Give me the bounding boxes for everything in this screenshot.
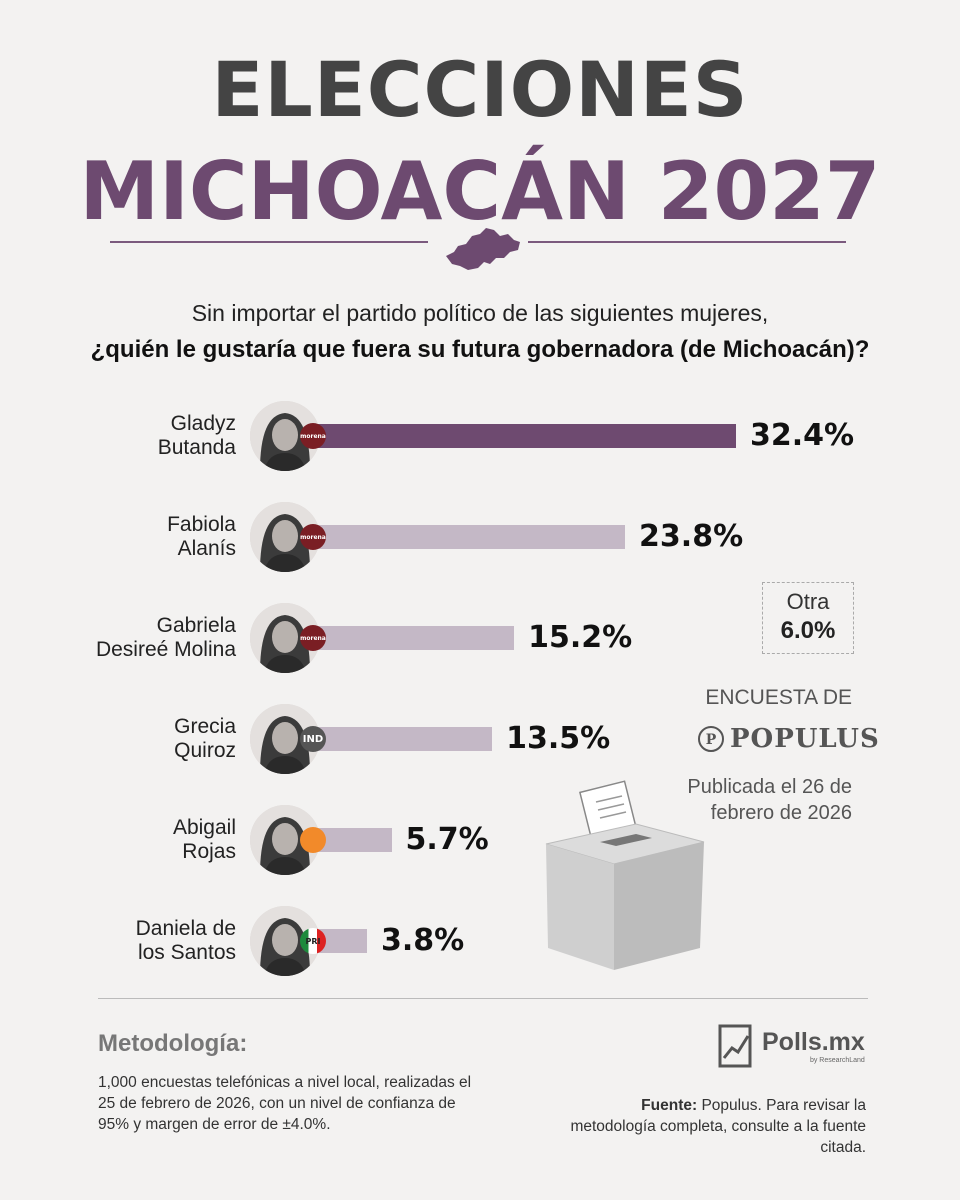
bar (318, 525, 626, 549)
title-line2: MICHOACÁN 2027 (79, 145, 881, 238)
svg-text:P: P (706, 732, 717, 748)
candidate-name-line: Desireé Molina (95, 638, 236, 661)
source-label: Fuente: (641, 1097, 698, 1114)
candidate-name-line: Abigail (172, 816, 236, 839)
value-label: 32.4% (750, 418, 855, 453)
pollsmx-logo: Polls.mx by ResearchLand (718, 1024, 865, 1068)
candidate-name-line: Gabriela (156, 614, 236, 637)
survey-label: ENCUESTA DE (705, 686, 852, 709)
bar (318, 626, 515, 650)
published-date: Publicada el 26 de febrero de 2026 (632, 774, 852, 826)
candidate-photo (250, 401, 320, 471)
candidate-name-line: Rojas (182, 840, 236, 863)
value-label: 3.8% (381, 923, 465, 958)
populus-logo: P POPULUS (698, 724, 880, 754)
bar (318, 727, 493, 751)
value-label: 23.8% (639, 519, 744, 554)
party-badge: IND (300, 726, 326, 752)
candidate-name-line: Alanís (177, 537, 236, 560)
candidate-name-line: Daniela de (135, 917, 236, 940)
candidate-name: Gladyz Butanda (158, 412, 236, 460)
candidate-name: Gabriela Desireé Molina (96, 614, 236, 662)
candidate-name-line: Quiroz (174, 739, 236, 762)
methodology-text: 1,000 encuestas telefónicas a nivel loca… (98, 1074, 472, 1133)
pollsmx-chart-icon (718, 1024, 752, 1068)
party-badge-label: morena (300, 533, 326, 541)
source-note: Fuente: Populus. Para revisar la metodol… (566, 1095, 866, 1158)
party-badge (300, 827, 326, 853)
other-label: Otra (786, 589, 830, 614)
other-value: 6.0% (780, 617, 836, 644)
bar (318, 828, 392, 852)
bar (318, 424, 736, 448)
party-badge: morena (300, 423, 326, 449)
party-badge-label: PRI (305, 936, 321, 946)
party-badge: morena (300, 524, 326, 550)
methodology-title: Metodología: (98, 1030, 248, 1057)
bar (318, 929, 368, 953)
candidate-name-line: Gladyz (170, 412, 236, 435)
candidate-name: Daniela de los Santos (136, 917, 236, 965)
candidate-name: Abigail Rojas (173, 816, 236, 864)
question-line1: Sin importar el partido político de las … (191, 300, 769, 326)
value-label: 15.2% (528, 620, 633, 655)
title-line1: ELECCIONES (211, 45, 749, 134)
ballot-box-icon (545, 780, 705, 970)
value-label: 5.7% (405, 822, 489, 857)
pollster-name: POPULUS (730, 724, 880, 754)
michoacan-map-icon (446, 228, 520, 270)
candidate-name-line: los Santos (137, 941, 236, 964)
candidate-name: Grecia Quiroz (174, 715, 236, 763)
party-badge: PRI (300, 928, 326, 954)
question-line2: ¿quién le gustaría que fuera su futura g… (90, 336, 870, 363)
published-line1: Publicada el 26 de (687, 776, 852, 798)
published-line2: febrero de 2026 (710, 802, 852, 824)
party-badge: morena (300, 625, 326, 651)
footer-divider (98, 998, 868, 999)
title-divider-right (528, 241, 846, 243)
brand-name: Polls.mx (762, 1028, 865, 1056)
candidate-name-line: Fabiola (167, 513, 236, 536)
candidate-name: Fabiola Alanís (167, 513, 236, 561)
party-badge-label: morena (300, 634, 326, 642)
title-divider-left (110, 241, 428, 243)
party-badge-label: morena (300, 432, 326, 440)
person-icon (250, 704, 320, 774)
candidate-name-line: Grecia (174, 715, 236, 738)
candidate-name-line: Butanda (157, 436, 236, 459)
populus-mark-icon: P (698, 726, 724, 752)
source-text: Populus. Para revisar la metodología com… (570, 1097, 866, 1156)
other-box: Otra 6.0% (762, 582, 854, 654)
value-label: 13.5% (506, 721, 611, 756)
party-badge-label: IND (302, 733, 324, 745)
brand-subtitle: by ResearchLand (809, 1057, 865, 1064)
